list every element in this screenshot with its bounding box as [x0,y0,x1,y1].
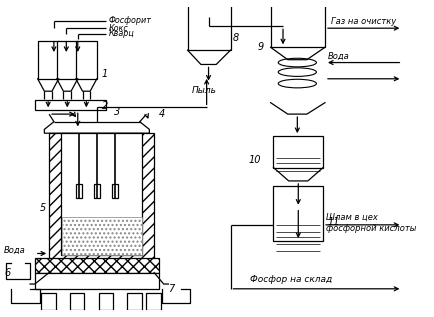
Text: Вода: Вода [328,52,350,61]
Bar [38,41,59,79]
Bar [128,293,142,310]
Text: фосфорной кислоты: фосфорной кислоты [326,224,416,233]
Text: 2: 2 [102,100,108,111]
Bar [187,0,230,50]
Text: 5: 5 [39,203,46,213]
Bar [35,100,106,110]
Bar [49,133,154,265]
Text: Вода: Вода [3,246,25,255]
Text: Кварц: Кварц [108,29,134,38]
Text: 9: 9 [258,42,264,52]
Bar [273,136,323,168]
Bar [62,217,142,256]
Bar [61,133,142,256]
Text: 11: 11 [328,217,340,227]
Text: 8: 8 [233,33,239,43]
Bar [94,184,100,198]
Ellipse shape [278,58,316,67]
Bar [76,41,97,79]
Bar [35,273,159,289]
Text: 10: 10 [249,155,261,165]
Bar [112,184,118,198]
Text: 4: 4 [159,109,165,119]
Text: Пыль: Пыль [191,87,216,95]
Text: 1: 1 [102,69,108,79]
Text: Фосфорит: Фосфорит [108,16,151,25]
Text: Кокс: Кокс [108,24,128,33]
Bar [99,293,113,310]
Text: Фосфор на склад: Фосфор на склад [250,275,332,284]
Bar [57,41,78,79]
Bar [273,186,323,241]
Bar [147,293,161,310]
Bar [35,258,159,273]
Bar [42,293,56,310]
Text: Шлам в цех: Шлам в цех [326,213,378,222]
Text: 3: 3 [114,107,120,117]
Text: Газ на очистку: Газ на очистку [331,17,396,26]
Ellipse shape [278,79,316,88]
Bar [76,184,82,198]
Text: 6: 6 [4,268,10,278]
Text: 7: 7 [168,284,175,294]
Bar [270,0,325,47]
Bar [70,293,85,310]
Ellipse shape [278,68,316,76]
